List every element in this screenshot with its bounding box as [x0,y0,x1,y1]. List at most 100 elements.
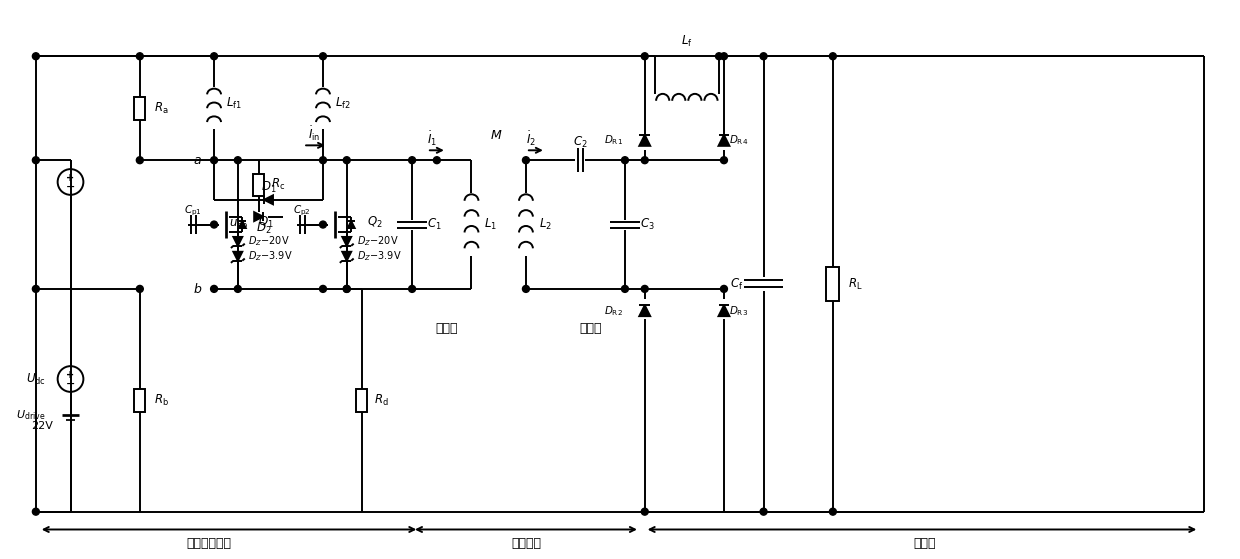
Text: $D_{\mathrm{R1}}$: $D_{\mathrm{R1}}$ [604,134,622,147]
Text: $D_{Z}\mathsf{-3.9V}$: $D_{Z}\mathsf{-3.9V}$ [248,249,293,263]
Circle shape [830,53,836,60]
Text: $D_2$: $D_2$ [255,221,272,236]
Circle shape [234,157,242,164]
Text: $C_{\mathrm{p2}}$: $C_{\mathrm{p2}}$ [294,203,311,218]
Text: $D_{\mathrm{R2}}$: $D_{\mathrm{R2}}$ [604,304,622,318]
Polygon shape [239,221,246,228]
Circle shape [343,286,350,292]
Text: $L_1$: $L_1$ [485,217,497,232]
Text: $R_{\mathrm{c}}$: $R_{\mathrm{c}}$ [272,177,285,192]
Bar [134,389,145,411]
Text: $Q_2$: $Q_2$ [367,215,382,230]
Circle shape [641,157,649,164]
Text: 发射器: 发射器 [435,322,458,335]
Text: $C_{\mathrm{p1}}$: $C_{\mathrm{p1}}$ [185,203,202,218]
Polygon shape [718,135,729,146]
Text: $D_{Z}\mathsf{-20V}$: $D_{Z}\mathsf{-20V}$ [357,234,398,248]
Circle shape [234,286,242,292]
Circle shape [409,286,415,292]
Circle shape [720,53,728,60]
Text: $D_{\mathrm{R3}}$: $D_{\mathrm{R3}}$ [729,304,748,318]
Circle shape [211,221,217,228]
Circle shape [320,157,326,164]
Text: $\dot{I}_{\mathrm{in}}$: $\dot{I}_{\mathrm{in}}$ [308,124,320,143]
Polygon shape [264,195,273,204]
Circle shape [32,286,40,292]
Text: 整流器: 整流器 [913,537,936,550]
Circle shape [320,286,326,292]
Text: $C_{\mathrm{f}}$: $C_{\mathrm{f}}$ [730,276,744,291]
Polygon shape [233,237,242,246]
Polygon shape [640,135,650,146]
Circle shape [320,221,326,228]
Polygon shape [718,305,729,316]
Circle shape [136,157,144,164]
Text: 接收器: 接收器 [579,322,601,335]
Text: $Q_1$: $Q_1$ [258,215,273,230]
Text: $\dot{I}_2$: $\dot{I}_2$ [526,129,536,148]
Text: $R_{\mathrm{L}}$: $R_{\mathrm{L}}$ [848,276,862,291]
Bar [253,173,264,196]
Circle shape [343,157,350,164]
Circle shape [760,53,768,60]
Circle shape [830,508,836,515]
Circle shape [32,157,40,164]
Circle shape [522,286,529,292]
Text: 谐振系统: 谐振系统 [511,537,541,550]
Circle shape [32,508,40,515]
Text: $C_1$: $C_1$ [427,217,441,232]
Text: $U_{\mathrm{drive}}$: $U_{\mathrm{drive}}$ [16,408,46,421]
Circle shape [320,53,326,60]
Text: 自激逆变电路: 自激逆变电路 [187,537,232,550]
Bar [356,389,367,411]
Text: $R_{\mathrm{d}}$: $R_{\mathrm{d}}$ [374,393,389,408]
Circle shape [136,53,144,60]
Text: $L_{\mathrm{f1}}$: $L_{\mathrm{f1}}$ [226,96,242,111]
Text: $u_{\mathrm{ab}}$: $u_{\mathrm{ab}}$ [229,218,248,231]
Circle shape [641,53,649,60]
Text: −: − [66,182,76,191]
Text: $D_{Z}\mathsf{-20V}$: $D_{Z}\mathsf{-20V}$ [248,234,289,248]
Polygon shape [233,252,242,260]
Text: $D_{\mathrm{R4}}$: $D_{\mathrm{R4}}$ [729,134,748,147]
Text: $U_{\mathrm{dc}}$: $U_{\mathrm{dc}}$ [26,371,46,387]
Circle shape [343,286,350,292]
Text: $L_2$: $L_2$ [539,217,552,232]
Polygon shape [254,212,263,221]
Text: $M$: $M$ [490,129,502,142]
Text: +: + [67,369,74,380]
Circle shape [641,286,649,292]
Text: $R_{\mathrm{a}}$: $R_{\mathrm{a}}$ [154,101,169,116]
Polygon shape [347,221,355,228]
Circle shape [409,157,415,164]
Text: $\dot{I}_1$: $\dot{I}_1$ [427,129,436,148]
Text: $L_{\mathrm{f2}}$: $L_{\mathrm{f2}}$ [335,96,351,111]
Circle shape [211,157,217,164]
Polygon shape [640,305,650,316]
Polygon shape [342,252,351,260]
Bar [826,267,839,301]
Circle shape [715,53,723,60]
Text: 22V: 22V [31,420,52,430]
Text: $D_1$: $D_1$ [260,181,277,196]
Text: $C_2$: $C_2$ [573,135,588,150]
Text: $D_{Z}\mathsf{-3.9V}$: $D_{Z}\mathsf{-3.9V}$ [357,249,402,263]
Text: +: + [67,173,74,183]
Circle shape [621,157,629,164]
Circle shape [522,157,529,164]
Polygon shape [342,237,351,246]
Text: −: − [66,378,76,389]
Circle shape [621,286,629,292]
Circle shape [720,286,728,292]
Text: $R_{\mathrm{b}}$: $R_{\mathrm{b}}$ [154,393,169,408]
Circle shape [720,157,728,164]
Circle shape [32,53,40,60]
Text: $L_{\mathrm{f}}$: $L_{\mathrm{f}}$ [681,34,693,49]
Circle shape [211,286,217,292]
Circle shape [136,286,144,292]
Circle shape [211,53,217,60]
Text: $b$: $b$ [193,282,202,296]
Text: $C_3$: $C_3$ [640,217,655,232]
Circle shape [641,508,649,515]
Text: $a$: $a$ [193,154,202,167]
